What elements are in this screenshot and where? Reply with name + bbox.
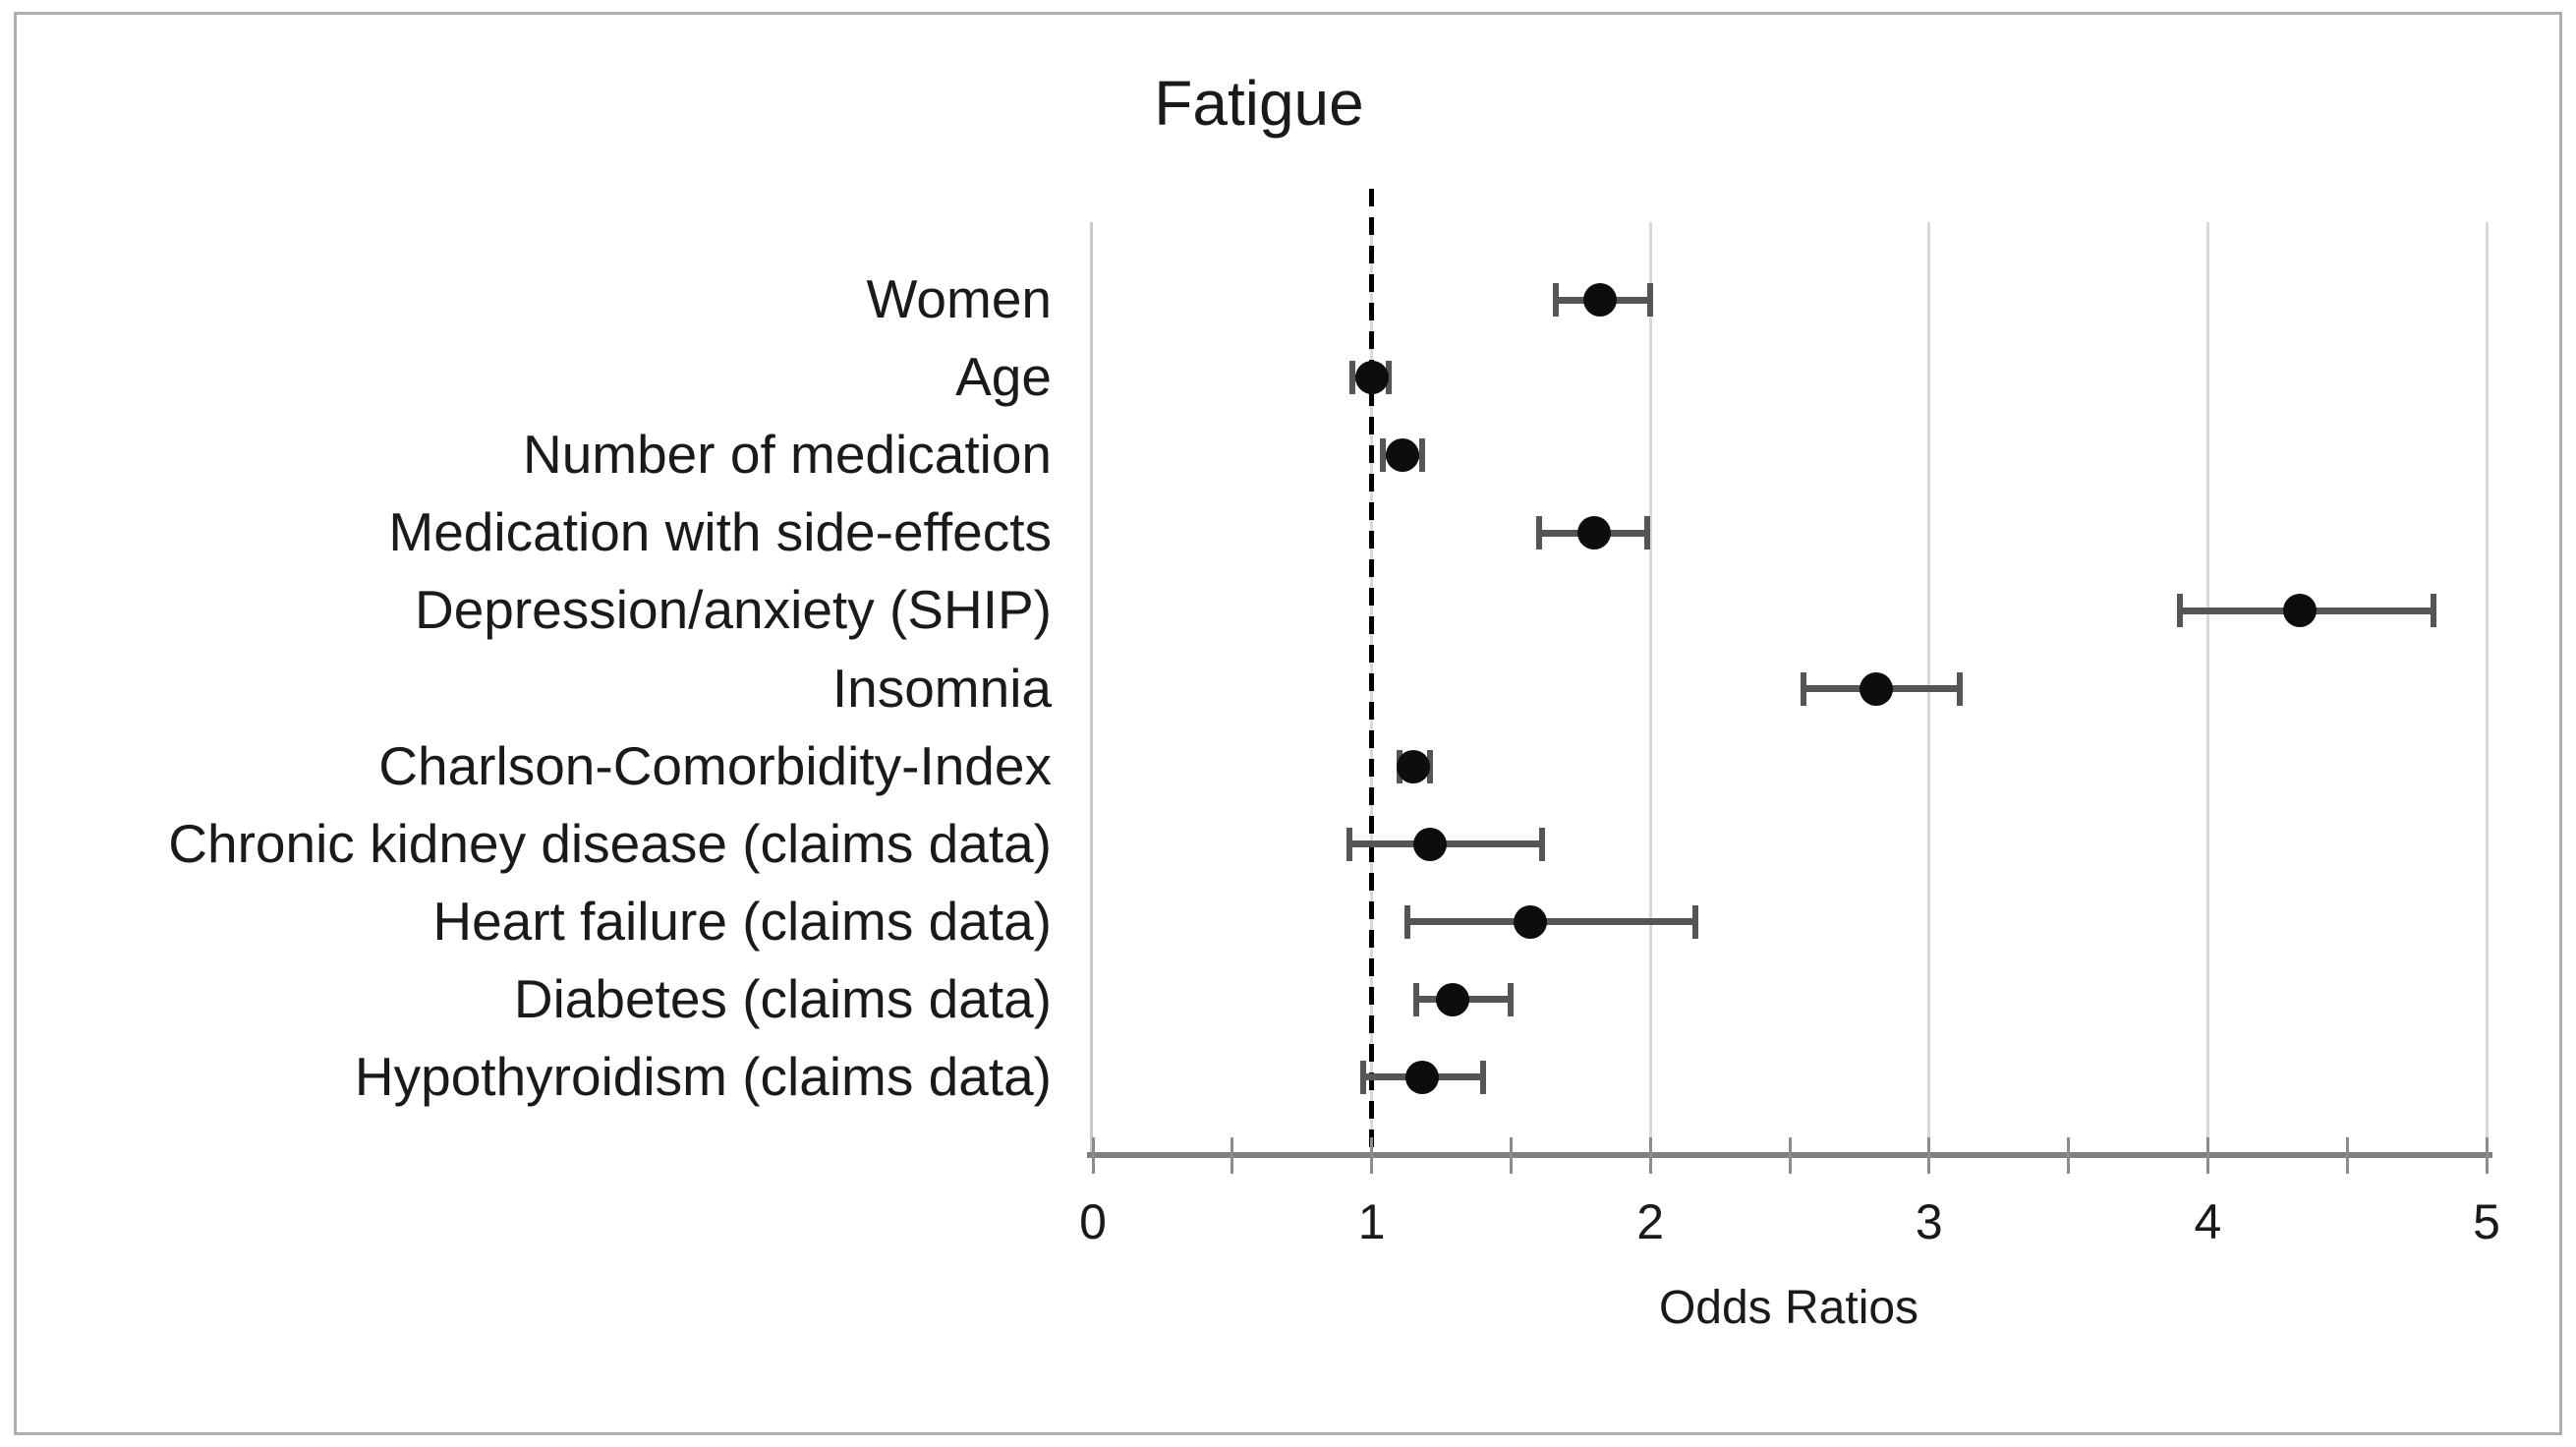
category-label: Chronic kidney disease (claims data) [168,812,1052,874]
ci-cap-right [1644,516,1651,550]
x-tick [1648,1137,1652,1174]
gridline [1648,222,1652,1155]
ci-cap-left [1348,361,1355,395]
category-label: Insomnia [831,657,1052,719]
ci-cap-right [1418,438,1425,473]
category-label: Age [955,346,1052,408]
ci-cap-right [1385,361,1392,395]
y-axis-line [1090,222,1093,1158]
or-marker [1435,982,1469,1016]
category-label: Charlson-Comorbidity-Index [378,734,1052,796]
gridline [2205,222,2209,1155]
category-label: Depression/anxiety (SHIP) [414,579,1052,641]
ci-cap-left [1404,904,1411,939]
or-marker [1583,283,1618,318]
x-tick [2345,1137,2349,1174]
x-tick-label: 3 [1915,1194,1943,1249]
x-tick [2485,1137,2489,1174]
chart-title: Fatigue [1154,68,1364,139]
ci-cap-left [1552,283,1559,318]
x-tick [1788,1137,1792,1174]
x-tick-label: 0 [1079,1194,1107,1249]
x-tick-label: 1 [1357,1194,1386,1249]
ci-cap-left [1535,516,1542,550]
x-tick [1370,1137,1374,1174]
or-marker [1354,361,1389,395]
ci-cap-right [1480,1060,1487,1094]
ci-cap-right [1647,283,1654,318]
gridline [2485,222,2489,1155]
ci-cap-right [1956,671,1963,706]
x-tick-label: 2 [1636,1194,1665,1249]
x-tick [2067,1137,2071,1174]
category-label: Diabetes (claims data) [513,967,1052,1029]
ci-cap-left [1801,671,1807,706]
or-marker [1577,516,1612,550]
x-tick [1509,1137,1513,1174]
ci-cap-left [1379,438,1386,473]
or-marker [1385,438,1419,473]
x-tick [1091,1137,1095,1174]
or-marker [1404,1060,1439,1094]
ci-bar [1407,918,1695,926]
category-label: Women [866,268,1053,330]
x-tick [1231,1137,1234,1174]
ci-cap-right [2431,594,2437,628]
x-axis-title: Odds Ratios [1658,1282,1919,1334]
ci-cap-right [1427,749,1434,783]
or-marker [2282,594,2317,628]
x-tick-label: 5 [2473,1194,2500,1249]
ci-cap-left [1360,1060,1367,1094]
ci-cap-right [1508,982,1515,1016]
or-marker [1514,904,1548,939]
x-tick [2205,1137,2209,1174]
category-label: Number of medication [522,424,1052,486]
figure-border [14,12,2562,1435]
ci-cap-left [2177,594,2184,628]
x-tick-label: 4 [2194,1194,2222,1249]
ci-cap-right [1538,827,1545,861]
or-marker [1859,671,1893,706]
x-tick [1927,1137,1931,1174]
category-label: Medication with side-effects [388,501,1052,563]
category-label: Hypothyroidism (claims data) [354,1045,1052,1107]
ci-cap-left [1345,827,1352,861]
ci-cap-left [1412,982,1419,1016]
reference-line [1369,189,1375,1155]
ci-cap-right [1691,904,1698,939]
or-marker [1397,749,1431,783]
category-label: Heart failure (claims data) [432,890,1052,952]
or-marker [1413,827,1448,861]
